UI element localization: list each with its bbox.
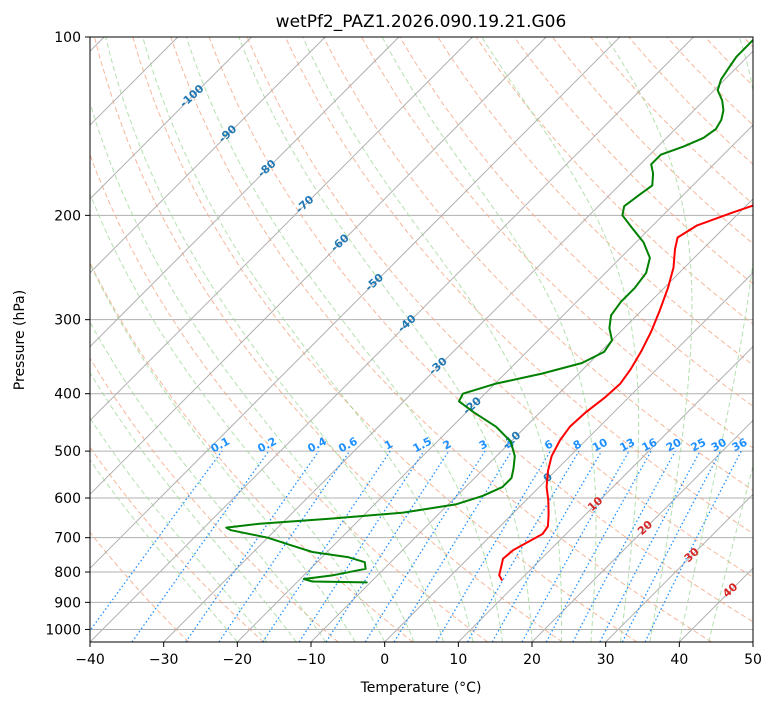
isotherms bbox=[90, 37, 753, 642]
dewpoint-line bbox=[225, 38, 753, 584]
isobar-gridlines bbox=[90, 37, 753, 630]
x-tick-label: 40 bbox=[670, 652, 688, 668]
isotherm bbox=[163, 50, 753, 642]
isotherm bbox=[90, 37, 621, 569]
dry-adiabat bbox=[90, 531, 190, 642]
x-tick-label: 30 bbox=[597, 652, 615, 668]
mixing-ratio-line bbox=[218, 450, 351, 642]
moist-adiabat bbox=[381, 37, 597, 642]
mixing-ratio-label: 20 bbox=[664, 436, 684, 455]
moist-adiabat bbox=[105, 37, 445, 642]
dry-adiabat bbox=[323, 37, 753, 491]
y-tick-label: 500 bbox=[54, 444, 81, 460]
moist-adiabat bbox=[90, 192, 386, 642]
isotherm bbox=[90, 37, 400, 348]
isotherm bbox=[90, 37, 473, 422]
isotherm bbox=[457, 345, 753, 642]
mixing-ratio-line bbox=[262, 450, 391, 642]
y-tick-label: 300 bbox=[54, 313, 81, 329]
y-tick-label: 200 bbox=[54, 208, 81, 224]
y-tick-label: 400 bbox=[54, 387, 81, 403]
chart-title: wetPf2_PAZ1.2026.090.19.21.G06 bbox=[276, 12, 567, 32]
temperature-line bbox=[498, 204, 753, 581]
dry-adiabat bbox=[475, 37, 753, 325]
moist-adiabat bbox=[708, 464, 753, 642]
x-tick-label: −40 bbox=[75, 652, 105, 668]
mixing-ratio-line bbox=[298, 450, 425, 642]
moist-adiabat bbox=[90, 459, 238, 642]
x-tick-label: −10 bbox=[296, 652, 326, 668]
dry-adiabat bbox=[513, 37, 753, 285]
y-tick-label: 700 bbox=[54, 531, 81, 547]
isotherm bbox=[531, 419, 753, 642]
moist-adiabat bbox=[605, 37, 693, 642]
x-tick-label: 0 bbox=[380, 652, 389, 668]
x-axis-title: Temperature (°C) bbox=[360, 680, 482, 696]
moist-adiabat bbox=[302, 37, 563, 642]
mixing-ratio-line bbox=[185, 450, 320, 642]
moist-adiabats bbox=[90, 37, 753, 642]
isotherm bbox=[236, 124, 753, 642]
mixing-ratio-line bbox=[545, 450, 652, 642]
mixing-ratio-label: 13 bbox=[618, 436, 638, 455]
mixing-ratio-line bbox=[131, 450, 270, 642]
dry-adiabat bbox=[90, 153, 488, 642]
mixing-ratio-line bbox=[572, 450, 676, 642]
y-axis-title: Pressure (hPa) bbox=[12, 290, 28, 390]
plot-area: 0.1 0.2 0.4 0.6 1 1.5 2 3 4 6 8 10 13 16 20 25 30 36-100-… bbox=[90, 37, 753, 642]
y-tick-label: 1000 bbox=[45, 622, 81, 638]
y-tick-label: 900 bbox=[54, 595, 81, 611]
dry-adiabat bbox=[170, 37, 712, 642]
y-tick-label: 800 bbox=[54, 565, 81, 581]
x-tick-label: 50 bbox=[744, 652, 762, 668]
dry-adiabat bbox=[208, 37, 753, 623]
moist-adiabat bbox=[142, 37, 474, 642]
moist-adiabat bbox=[90, 417, 268, 642]
mixing-ratio-line bbox=[644, 450, 742, 642]
moist-adiabat bbox=[90, 321, 327, 642]
isotherm bbox=[605, 493, 753, 642]
mixing-ratio-label: 30 bbox=[709, 436, 729, 455]
moist-adiabat bbox=[185, 37, 503, 642]
y-tick-label: 600 bbox=[54, 491, 81, 507]
mixing-ratio-label: 25 bbox=[689, 436, 709, 455]
dry-adiabat bbox=[361, 37, 753, 449]
moist-adiabat bbox=[481, 37, 640, 642]
profile-series bbox=[225, 38, 753, 584]
mixing-ratio-label: 36 bbox=[730, 436, 750, 455]
x-tick-label: 10 bbox=[449, 652, 467, 668]
x-tick-label: −30 bbox=[149, 652, 179, 668]
mixing-ratio-line bbox=[325, 450, 450, 642]
mixing-ratio-line bbox=[521, 450, 630, 642]
moist-adiabat bbox=[90, 262, 356, 642]
x-axis: −40 −30 −20 −10 0 10 20 30 40 50 bbox=[75, 642, 762, 668]
y-tick-label: 100 bbox=[54, 30, 81, 46]
x-tick-label: 20 bbox=[523, 652, 541, 668]
dry-adiabat bbox=[246, 37, 753, 578]
isotherm bbox=[90, 37, 694, 642]
mixing-ratio-label: 10 bbox=[590, 436, 610, 455]
isotherm bbox=[90, 37, 252, 200]
isotherm bbox=[90, 37, 326, 274]
dry-adiabat bbox=[94, 37, 563, 642]
mixing-ratio-line bbox=[90, 450, 223, 632]
dry-adiabat bbox=[90, 357, 339, 642]
x-tick-label: −20 bbox=[223, 652, 253, 668]
moist-adiabat bbox=[678, 37, 753, 642]
dry-adiabat bbox=[399, 37, 753, 407]
plot-frame bbox=[89, 36, 754, 643]
moist-adiabat bbox=[238, 37, 533, 642]
isotherm bbox=[90, 37, 547, 496]
mixing-ratio-label: 16 bbox=[640, 436, 660, 455]
isotherm bbox=[384, 272, 753, 642]
y-axis: 100 200 300 400 500 600 700 800 900 1000 bbox=[45, 30, 90, 638]
